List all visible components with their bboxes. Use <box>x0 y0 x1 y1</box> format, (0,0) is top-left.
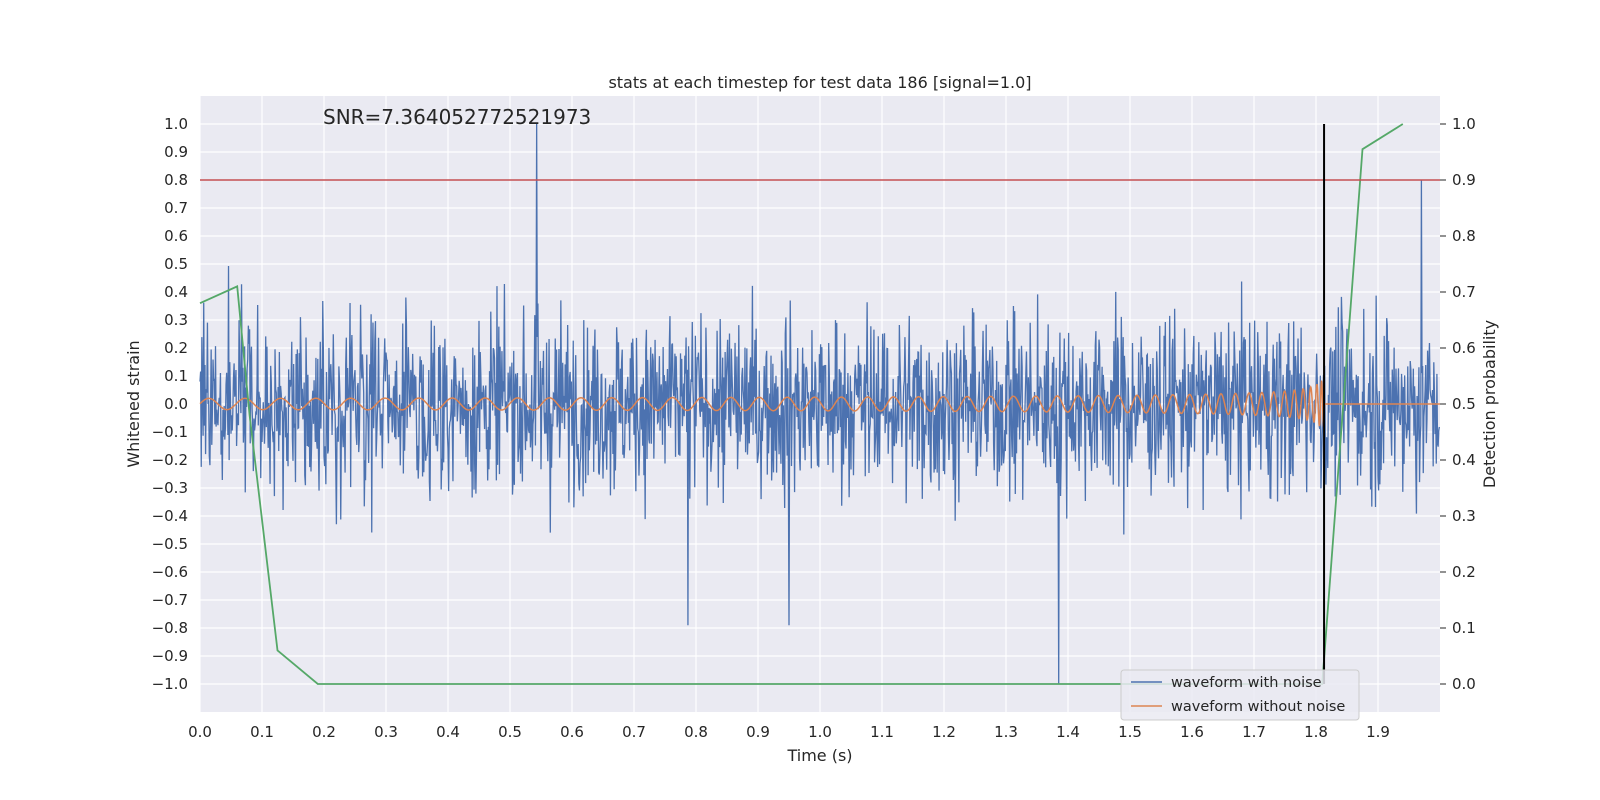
x-tick-label: 1.3 <box>994 723 1018 741</box>
y2-tick-label: 1.0 <box>1452 115 1476 133</box>
x-tick-label: 0.8 <box>684 723 708 741</box>
y-tick-label: 0.3 <box>164 311 188 329</box>
y-tick-label: −0.2 <box>152 451 188 469</box>
y-tick-label: 0.4 <box>164 283 188 301</box>
y-tick-label: −0.7 <box>152 591 188 609</box>
snr-annotation: SNR=7.364052772521973 <box>323 105 591 129</box>
x-tick-label: 1.5 <box>1118 723 1142 741</box>
y-tick-label: −0.1 <box>152 423 188 441</box>
y-tick-label: 0.9 <box>164 143 188 161</box>
series-waveform-with-noise <box>199 123 1441 685</box>
x-tick-label: 0.7 <box>622 723 646 741</box>
y-tick-label: 0.2 <box>164 339 188 357</box>
x-tick-label: 1.7 <box>1242 723 1266 741</box>
y-axis-label: Whitened strain <box>124 340 143 467</box>
y-tick-label: 0.6 <box>164 227 188 245</box>
y2-tick-label: 0.9 <box>1452 171 1476 189</box>
legend-box <box>1120 669 1360 721</box>
y2-tick-label: 0.4 <box>1452 451 1476 469</box>
y2-tick-labels: 1.0 0.9 0.8 0.7 0.6 0.5 0.4 0.3 0.2 0.1 0.0 <box>1440 115 1476 693</box>
y2-tick-label: 0.7 <box>1452 283 1476 301</box>
x-tick-label: 1.0 <box>808 723 832 741</box>
line-detection-probability <box>199 123 1404 685</box>
x-tick-label: 1.9 <box>1366 723 1390 741</box>
y2-tick-label: 0.5 <box>1452 395 1476 413</box>
y-tick-label: 0.8 <box>164 171 188 189</box>
y2-axis-label: Detection probability <box>1480 320 1499 488</box>
y-tick-label: 0.1 <box>164 367 188 385</box>
reference-lines <box>200 124 1440 684</box>
x-tick-label: 1.8 <box>1304 723 1328 741</box>
x-tick-label: 1.1 <box>870 723 894 741</box>
y-tick-label: −0.5 <box>152 535 188 553</box>
y-tick-label: −0.8 <box>152 619 188 637</box>
x-tick-label: 0.0 <box>188 723 212 741</box>
x-tick-label: 1.4 <box>1056 723 1080 741</box>
x-tick-label: 0.4 <box>436 723 460 741</box>
y-tick-label: 0.0 <box>164 395 188 413</box>
x-tick-label: 1.6 <box>1180 723 1204 741</box>
grid <box>199 96 1440 712</box>
x-tick-label: 1.2 <box>932 723 956 741</box>
y2-tick-label: 0.2 <box>1452 563 1476 581</box>
y-tick-label: 1.0 <box>164 115 188 133</box>
x-tick-label: 0.6 <box>560 723 584 741</box>
y2-tick-label: 0.6 <box>1452 339 1476 357</box>
x-tick-label: 0.9 <box>746 723 770 741</box>
y-tick-label: −0.3 <box>152 479 188 497</box>
x-tick-labels: 0.0 0.1 0.2 0.3 0.4 0.5 0.6 0.7 0.8 0.9 1.0 1.1 1.2 1… <box>188 723 1390 741</box>
x-axis-label: Time (s) <box>786 746 852 765</box>
y2-tick-label: 0.3 <box>1452 507 1476 525</box>
series-waveform-without-noise <box>199 380 1440 428</box>
line-waveform-with-noise <box>199 123 1441 685</box>
legend-label-clean: waveform without noise <box>1171 699 1345 715</box>
legend-label-noise: waveform with noise <box>1171 675 1322 691</box>
y2-tick-label: 0.0 <box>1452 675 1476 693</box>
series-detection-probability <box>199 123 1404 685</box>
x-tick-label: 0.5 <box>498 723 522 741</box>
x-tick-label: 0.1 <box>250 723 274 741</box>
legend: waveform with noise waveform without noi… <box>1120 669 1360 721</box>
y-tick-label: −0.6 <box>152 563 188 581</box>
line-waveform-without-noise <box>199 380 1440 428</box>
y2-tick-label: 0.8 <box>1452 227 1476 245</box>
y-tick-label: −0.4 <box>152 507 188 525</box>
chart-title: stats at each timestep for test data 186… <box>608 73 1031 92</box>
y2-tick-label: 0.1 <box>1452 619 1476 637</box>
y-tick-labels: 1.0 0.9 0.8 0.7 0.6 0.5 0.4 0.3 0.2 0.1 0.0 −0.1 −0.… <box>152 115 188 693</box>
x-tick-label: 0.2 <box>312 723 336 741</box>
y-tick-label: −1.0 <box>152 675 188 693</box>
x-tick-label: 0.3 <box>374 723 398 741</box>
y-tick-label: 0.5 <box>164 255 188 273</box>
y-tick-label: −0.9 <box>152 647 188 665</box>
y-tick-label: 0.7 <box>164 199 188 217</box>
